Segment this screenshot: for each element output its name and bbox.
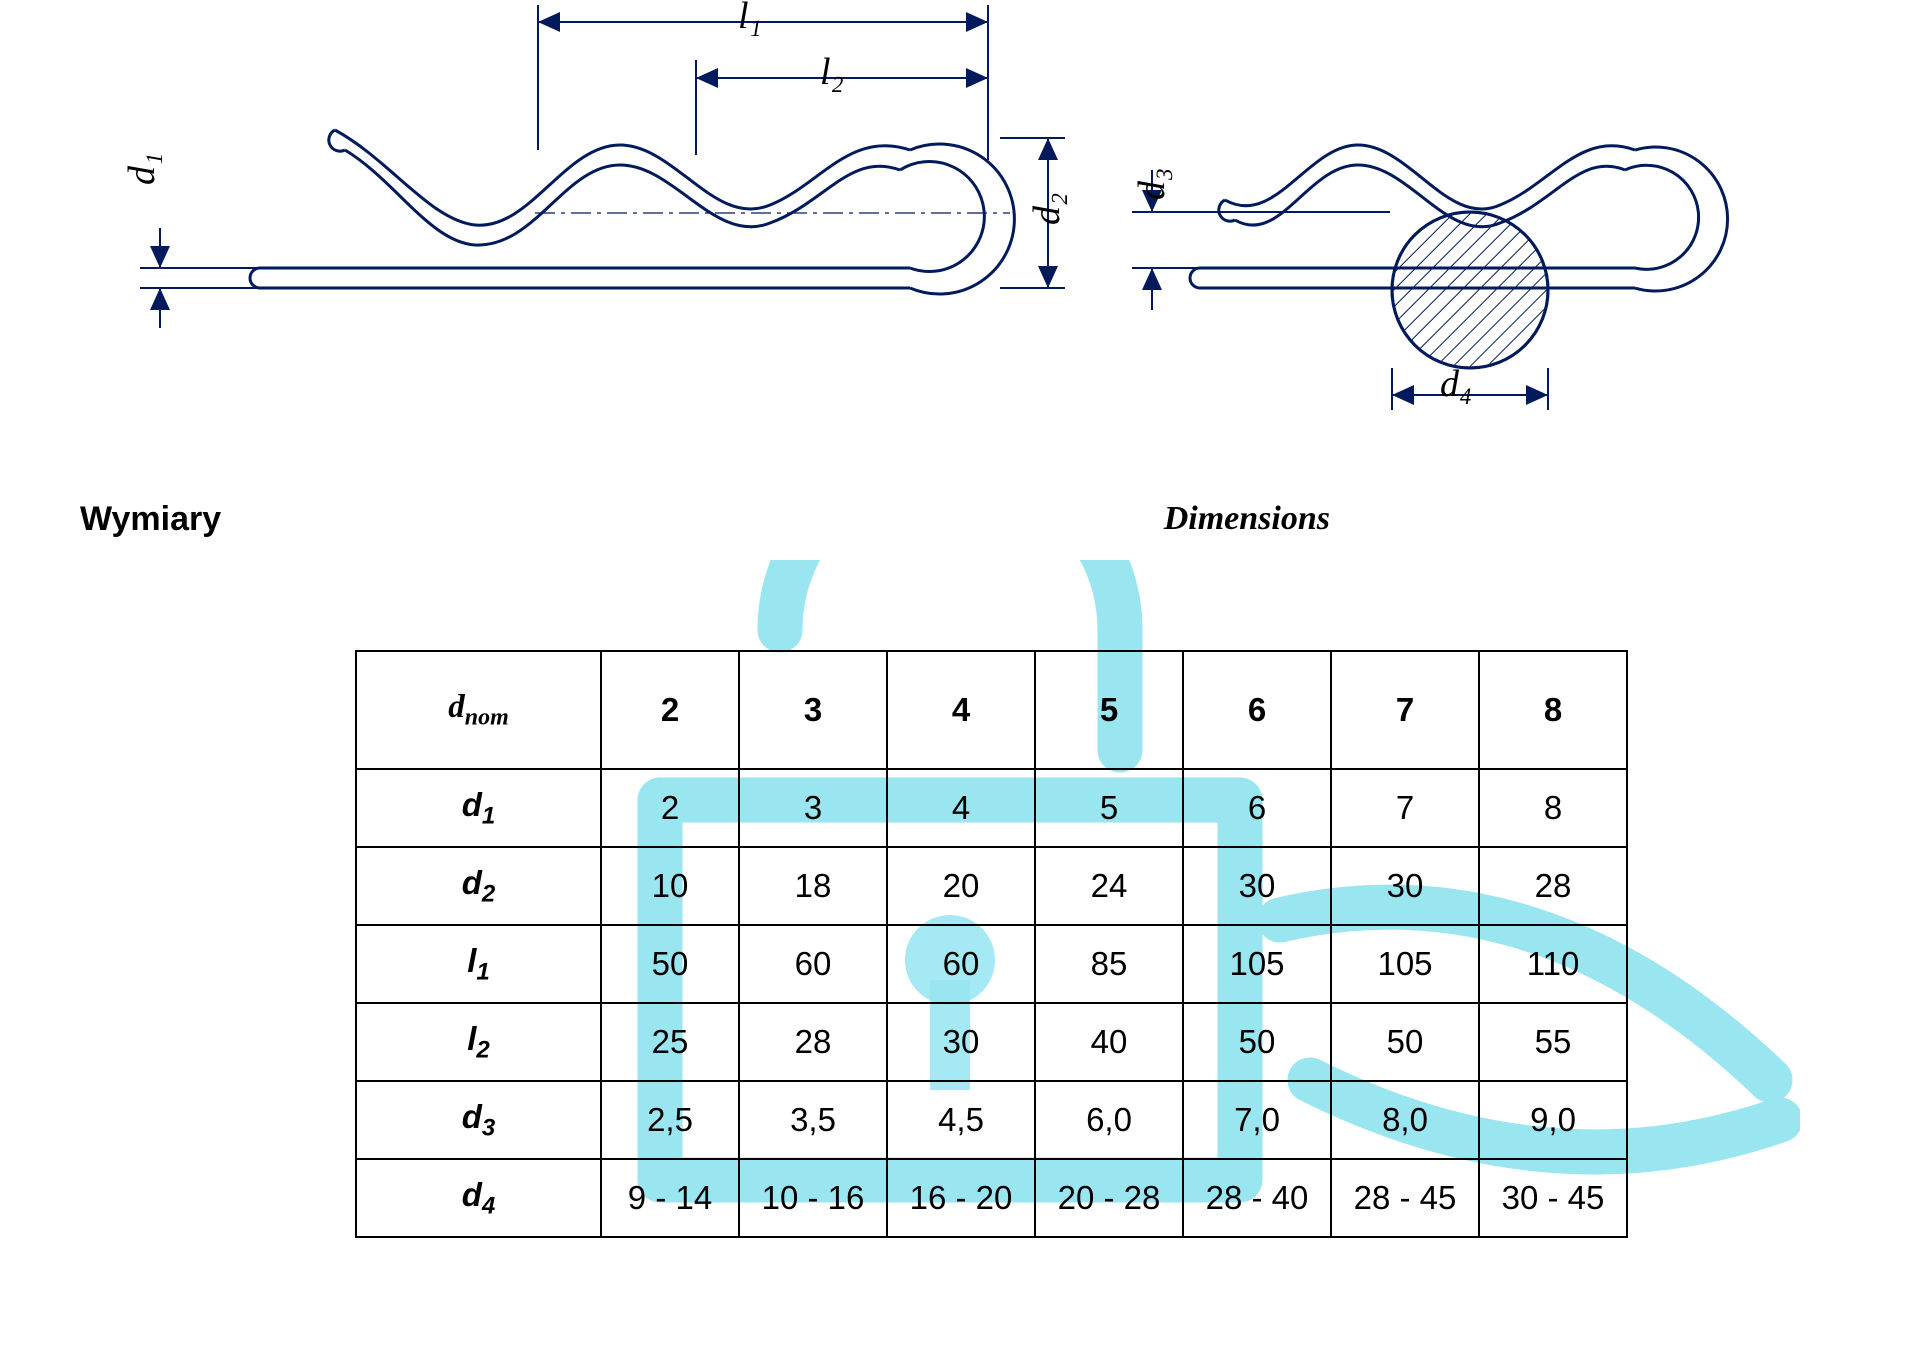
table-cell: 3,5	[739, 1081, 887, 1159]
table-cell: 6,0	[1035, 1081, 1183, 1159]
diagram-svg	[130, 0, 1800, 420]
header-col: 8	[1479, 651, 1627, 769]
header-col: 6	[1183, 651, 1331, 769]
label-d2: d₂	[1025, 193, 1069, 225]
technical-diagram: l₁ l₂ d₁ d₂ d₃ d₄	[130, 0, 1800, 420]
header-dnom: dnom	[356, 651, 601, 769]
table-cell: 50	[1183, 1003, 1331, 1081]
table-cell: 105	[1331, 925, 1479, 1003]
label-d4: d₄	[1440, 362, 1472, 406]
table-cell: 2	[601, 769, 739, 847]
label-wymiary: Wymiary	[80, 500, 221, 539]
table-cell: 2,5	[601, 1081, 739, 1159]
table-cell: 8	[1479, 769, 1627, 847]
table-cell: 4,5	[887, 1081, 1035, 1159]
header-col: 3	[739, 651, 887, 769]
table-cell: 105	[1183, 925, 1331, 1003]
row-label-d3: d3	[356, 1081, 601, 1159]
table-cell: 6	[1183, 769, 1331, 847]
row-label-l1: l1	[356, 925, 601, 1003]
table-cell: 28 - 45	[1331, 1159, 1479, 1237]
table-cell: 30	[1183, 847, 1331, 925]
table-cell: 50	[1331, 1003, 1479, 1081]
table-cell: 28	[739, 1003, 887, 1081]
table-cell: 5	[1035, 769, 1183, 847]
table-cell: 60	[739, 925, 887, 1003]
table-cell: 24	[1035, 847, 1183, 925]
table-row: d2 10 18 20 24 30 30 28	[356, 847, 1627, 925]
table-header-row: dnom 2 3 4 5 6 7 8	[356, 651, 1627, 769]
header-col: 2	[601, 651, 739, 769]
header-col: 7	[1331, 651, 1479, 769]
table-cell: 85	[1035, 925, 1183, 1003]
table-cell: 28	[1479, 847, 1627, 925]
table-row: d3 2,5 3,5 4,5 6,0 7,0 8,0 9,0	[356, 1081, 1627, 1159]
label-l2: l₂	[820, 50, 844, 94]
table-row: d4 9 - 14 10 - 16 16 - 20 20 - 28 28 - 4…	[356, 1159, 1627, 1237]
row-label-l2: l2	[356, 1003, 601, 1081]
table-cell: 25	[601, 1003, 739, 1081]
table-cell: 16 - 20	[887, 1159, 1035, 1237]
table-cell: 50	[601, 925, 739, 1003]
label-d3: d₃	[1130, 168, 1174, 200]
row-label-d4: d4	[356, 1159, 601, 1237]
table-row: d1 2 3 4 5 6 7 8	[356, 769, 1627, 847]
table-cell: 20	[887, 847, 1035, 925]
table-cell: 3	[739, 769, 887, 847]
section-labels-row: Wymiary Dimensions	[80, 500, 1580, 539]
table-cell: 10 - 16	[739, 1159, 887, 1237]
label-dimensions: Dimensions	[1164, 500, 1330, 539]
table-cell: 30	[1331, 847, 1479, 925]
table-cell: 110	[1479, 925, 1627, 1003]
table-cell: 30 - 45	[1479, 1159, 1627, 1237]
table-cell: 10	[601, 847, 739, 925]
table-cell: 60	[887, 925, 1035, 1003]
label-d1: d₁	[120, 153, 164, 185]
table-row: l1 50 60 60 85 105 105 110	[356, 925, 1627, 1003]
row-label-d2: d2	[356, 847, 601, 925]
table-row: l2 25 28 30 40 50 50 55	[356, 1003, 1627, 1081]
table-cell: 30	[887, 1003, 1035, 1081]
table-cell: 7,0	[1183, 1081, 1331, 1159]
label-l1: l₁	[738, 0, 762, 38]
table-cell: 40	[1035, 1003, 1183, 1081]
table-cell: 9,0	[1479, 1081, 1627, 1159]
table-cell: 8,0	[1331, 1081, 1479, 1159]
table-cell: 9 - 14	[601, 1159, 739, 1237]
table-cell: 55	[1479, 1003, 1627, 1081]
dimensions-table: dnom 2 3 4 5 6 7 8 d1 2 3 4 5 6 7	[355, 650, 1628, 1238]
dimensions-table-wrap: dnom 2 3 4 5 6 7 8 d1 2 3 4 5 6 7	[355, 650, 1628, 1238]
table-cell: 4	[887, 769, 1035, 847]
table-cell: 7	[1331, 769, 1479, 847]
dimensions-table-body: dnom 2 3 4 5 6 7 8 d1 2 3 4 5 6 7	[356, 651, 1627, 1237]
page-root: l₁ l₂ d₁ d₂ d₃ d₄ Wymiary Dimensions	[0, 0, 1920, 1361]
table-cell: 28 - 40	[1183, 1159, 1331, 1237]
header-col: 5	[1035, 651, 1183, 769]
table-cell: 20 - 28	[1035, 1159, 1183, 1237]
header-col: 4	[887, 651, 1035, 769]
row-label-d1: d1	[356, 769, 601, 847]
table-cell: 18	[739, 847, 887, 925]
